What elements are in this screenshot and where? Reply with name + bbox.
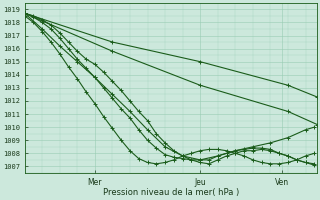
X-axis label: Pression niveau de la mer( hPa ): Pression niveau de la mer( hPa ) — [103, 188, 239, 197]
